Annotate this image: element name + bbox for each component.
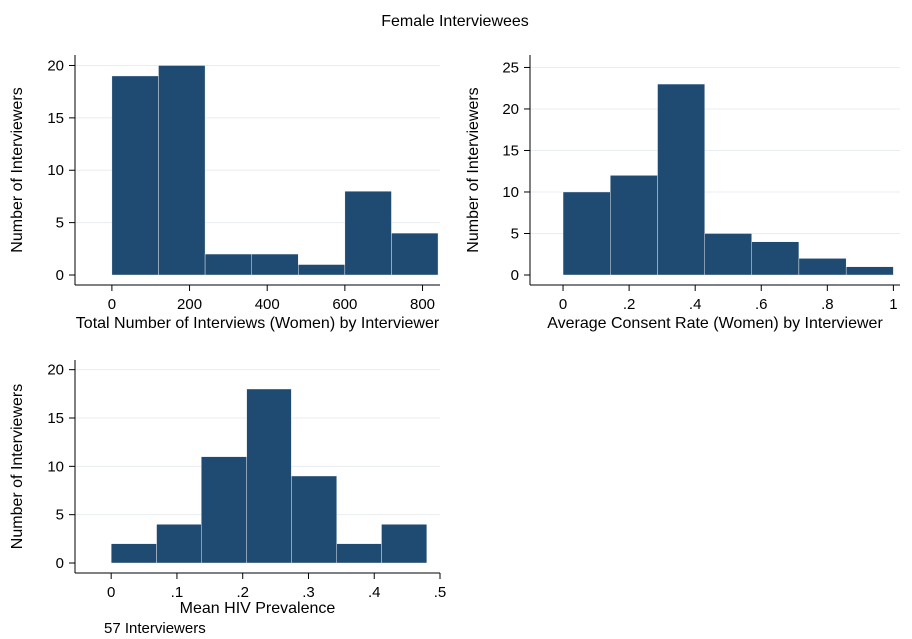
y-axis-label: Number of Interviewers xyxy=(9,87,26,252)
histogram-bar xyxy=(291,475,337,564)
figure-title: Female Interviewees xyxy=(381,13,529,30)
histogram-bar xyxy=(751,241,800,276)
histogram-bar xyxy=(798,258,847,276)
y-tick-label: 10 xyxy=(502,184,519,201)
x-tick-label: .1 xyxy=(171,584,184,601)
x-axis-label: Average Consent Rate (Women) by Intervie… xyxy=(547,315,883,332)
y-tick-label: 15 xyxy=(47,410,64,427)
y-tick-label: 20 xyxy=(502,101,519,118)
x-tick-label: 600 xyxy=(332,296,357,313)
x-tick-label: 0 xyxy=(107,584,115,601)
histogram-bar xyxy=(845,266,894,276)
y-tick-label: 5 xyxy=(56,215,64,232)
histogram-bar xyxy=(391,232,439,276)
x-axis-label: Mean HIV Prevalence xyxy=(180,600,336,617)
x-tick-label: .3 xyxy=(302,584,315,601)
y-tick-label: 5 xyxy=(56,507,64,524)
x-tick-label: .8 xyxy=(821,296,834,313)
y-tick-label: 10 xyxy=(47,458,64,475)
y-tick-label: 0 xyxy=(56,555,64,572)
x-tick-label: .2 xyxy=(623,296,636,313)
x-tick-label: 800 xyxy=(410,296,435,313)
histogram-bar xyxy=(110,543,157,564)
histogram-bar xyxy=(344,190,392,276)
x-tick-label: .6 xyxy=(755,296,768,313)
y-tick-label: 20 xyxy=(47,57,64,74)
histogram-bar xyxy=(111,75,159,276)
x-tick-label: 0 xyxy=(108,296,116,313)
y-axis-label: Number of Interviewers xyxy=(9,384,26,549)
histogram-bar xyxy=(381,524,428,564)
x-tick-label: 1 xyxy=(889,296,897,313)
x-tick-label: .5 xyxy=(434,584,447,601)
histogram-bar xyxy=(336,543,382,564)
histogram-bar xyxy=(156,524,202,564)
histogram-bar xyxy=(246,388,292,564)
x-tick-label: 0 xyxy=(559,296,567,313)
figure-note: 57 Interviewers xyxy=(104,620,206,637)
y-tick-label: 15 xyxy=(47,110,64,127)
x-tick-label: .4 xyxy=(689,296,702,313)
histogram-bar xyxy=(562,191,611,276)
histogram-bar xyxy=(657,83,705,276)
histogram-bar xyxy=(251,253,299,276)
x-tick-label: .2 xyxy=(236,584,249,601)
x-tick-label: .4 xyxy=(368,584,381,601)
y-tick-label: 5 xyxy=(511,225,519,242)
y-tick-label: 0 xyxy=(511,267,519,284)
histogram-bar xyxy=(158,65,206,276)
y-tick-label: 25 xyxy=(502,59,519,76)
histogram-bar xyxy=(610,175,658,276)
y-tick-label: 10 xyxy=(47,162,64,179)
y-axis-label: Number of Interviewers xyxy=(465,87,482,252)
histogram-bar xyxy=(298,264,346,276)
histogram-panel-2: 0 5 10 15 20 25 0 .2 .4 .6 .8 1 Average Consent Rate… xyxy=(465,55,900,332)
y-tick-label: 15 xyxy=(502,142,519,159)
histogram-bar xyxy=(201,456,247,564)
histogram-panel-3: 0 5 10 15 20 0 .1 .2 .3 .4 .5 Mean HIV Prevalence Nu… xyxy=(9,360,446,617)
y-tick-label: 0 xyxy=(56,267,64,284)
histogram-bar xyxy=(704,233,752,276)
histogram-bar xyxy=(204,253,252,276)
x-tick-label: 400 xyxy=(255,296,280,313)
x-tick-label: 200 xyxy=(177,296,202,313)
y-tick-label: 20 xyxy=(47,362,64,379)
x-axis-label: Total Number of Interviews (Women) by In… xyxy=(76,315,440,332)
